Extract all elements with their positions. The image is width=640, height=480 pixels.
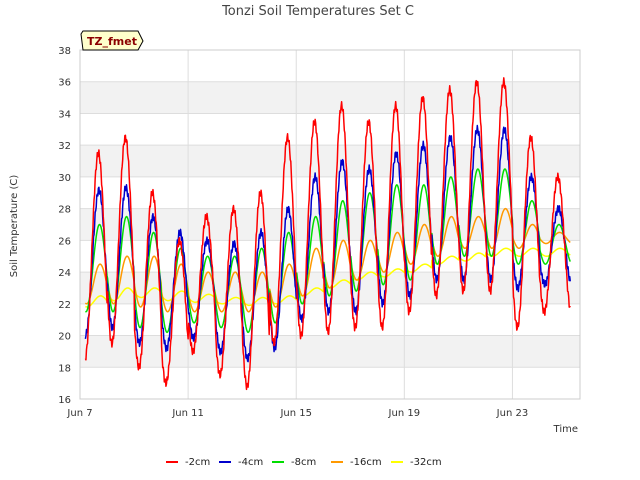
legend-item-minus-2cm: -2cm	[166, 457, 210, 468]
legend-item-minus-8cm: -8cm	[272, 457, 316, 468]
legend-label: -16cm	[350, 457, 382, 468]
legend: -2cm -4cm -8cm -16cm -32cm	[166, 457, 442, 468]
series-layer	[84, 77, 572, 391]
x-tick-label: Jun 15	[279, 408, 312, 419]
series-line-minus-32cm	[85, 247, 571, 308]
x-tick-label: Jun 23	[496, 408, 529, 419]
chart-title: Tonzi Soil Temperatures Set C	[221, 4, 414, 19]
x-axis-label: Time	[553, 424, 578, 435]
plot-frame	[79, 49, 581, 400]
plot-band	[80, 81, 580, 114]
series-line-minus-2cm	[84, 77, 571, 391]
badge-shape	[80, 30, 144, 51]
y-tick-label: 20	[58, 332, 71, 343]
legend-label: -8cm	[291, 457, 316, 468]
y-axis-label: Soil Temperature (C)	[9, 175, 20, 278]
y-tick-label: 28	[58, 205, 71, 216]
y-tick-label: 30	[58, 173, 71, 184]
legend-label: -4cm	[238, 457, 263, 468]
badge-label: TZ_fmet	[87, 35, 137, 48]
y-tick-label: 36	[58, 78, 71, 89]
plot-band	[80, 335, 580, 368]
y-tick-label: 26	[58, 236, 71, 247]
y-tick-label: 38	[58, 46, 71, 57]
legend-label: -32cm	[410, 457, 442, 468]
x-tick-labels: Jun 7 Jun 11 Jun 15 Jun 19 Jun 23	[66, 408, 528, 419]
legend-item-minus-32cm: -32cm	[391, 457, 442, 468]
y-tick-label: 34	[58, 109, 71, 120]
y-tick-label: 16	[58, 395, 71, 406]
x-tick-label: Jun 19	[388, 408, 421, 419]
legend-label: -2cm	[185, 457, 210, 468]
series-line-minus-8cm	[84, 168, 571, 334]
legend-item-minus-16cm: -16cm	[331, 457, 382, 468]
y-tick-label: 18	[58, 363, 71, 374]
series-line-minus-4cm	[84, 124, 572, 363]
legend-item-minus-4cm: -4cm	[219, 457, 263, 468]
x-tick-label: Jun 11	[171, 408, 204, 419]
station-badge: TZ_fmet	[80, 30, 144, 51]
plot-band	[80, 145, 580, 177]
y-tick-label: 24	[58, 268, 71, 279]
y-tick-label: 22	[58, 300, 71, 311]
series-line-minus-16cm	[84, 207, 571, 313]
y-tick-labels: 16 18 20 22 24 26 28 30 32 34 36 38	[58, 46, 71, 406]
y-tick-label: 32	[58, 141, 71, 152]
x-tick-label: Jun 7	[66, 408, 92, 419]
